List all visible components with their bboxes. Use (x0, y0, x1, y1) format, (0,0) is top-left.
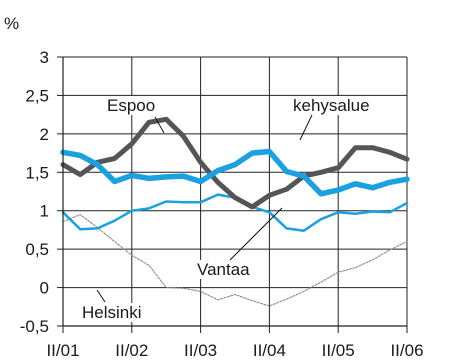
y-tick-label: 0 (40, 279, 49, 298)
annotation-kehysalue: kehysalue (293, 96, 370, 115)
x-tick-label: II/04 (253, 341, 286, 360)
y-tick-label: 2 (40, 125, 49, 144)
annotation-helsinki: Helsinki (82, 303, 142, 322)
y-unit-label: % (4, 14, 19, 33)
x-tick-label: II/03 (184, 341, 217, 360)
y-tick-label: 2,5 (25, 86, 49, 105)
y-tick-label: 1 (40, 202, 49, 221)
x-tick-label: II/01 (46, 341, 79, 360)
y-tick-label: 3 (40, 48, 49, 67)
y-tick-label: 0,5 (25, 240, 49, 259)
series-annotations: Espoo kehysalue Vantaa Helsinki (80, 96, 381, 322)
annotation-leader (97, 290, 105, 302)
annotation-espoo: Espoo (107, 96, 155, 115)
x-tick-label: II/05 (322, 341, 355, 360)
x-tick-label: II/06 (390, 341, 423, 360)
annotation-leader (300, 115, 312, 140)
y-tick-label: 1,5 (25, 163, 49, 182)
y-tick-label: -0,5 (20, 317, 49, 336)
annotation-vantaa: Vantaa (197, 260, 250, 279)
annotation-leader (230, 208, 282, 260)
x-tick-label: II/02 (115, 341, 148, 360)
